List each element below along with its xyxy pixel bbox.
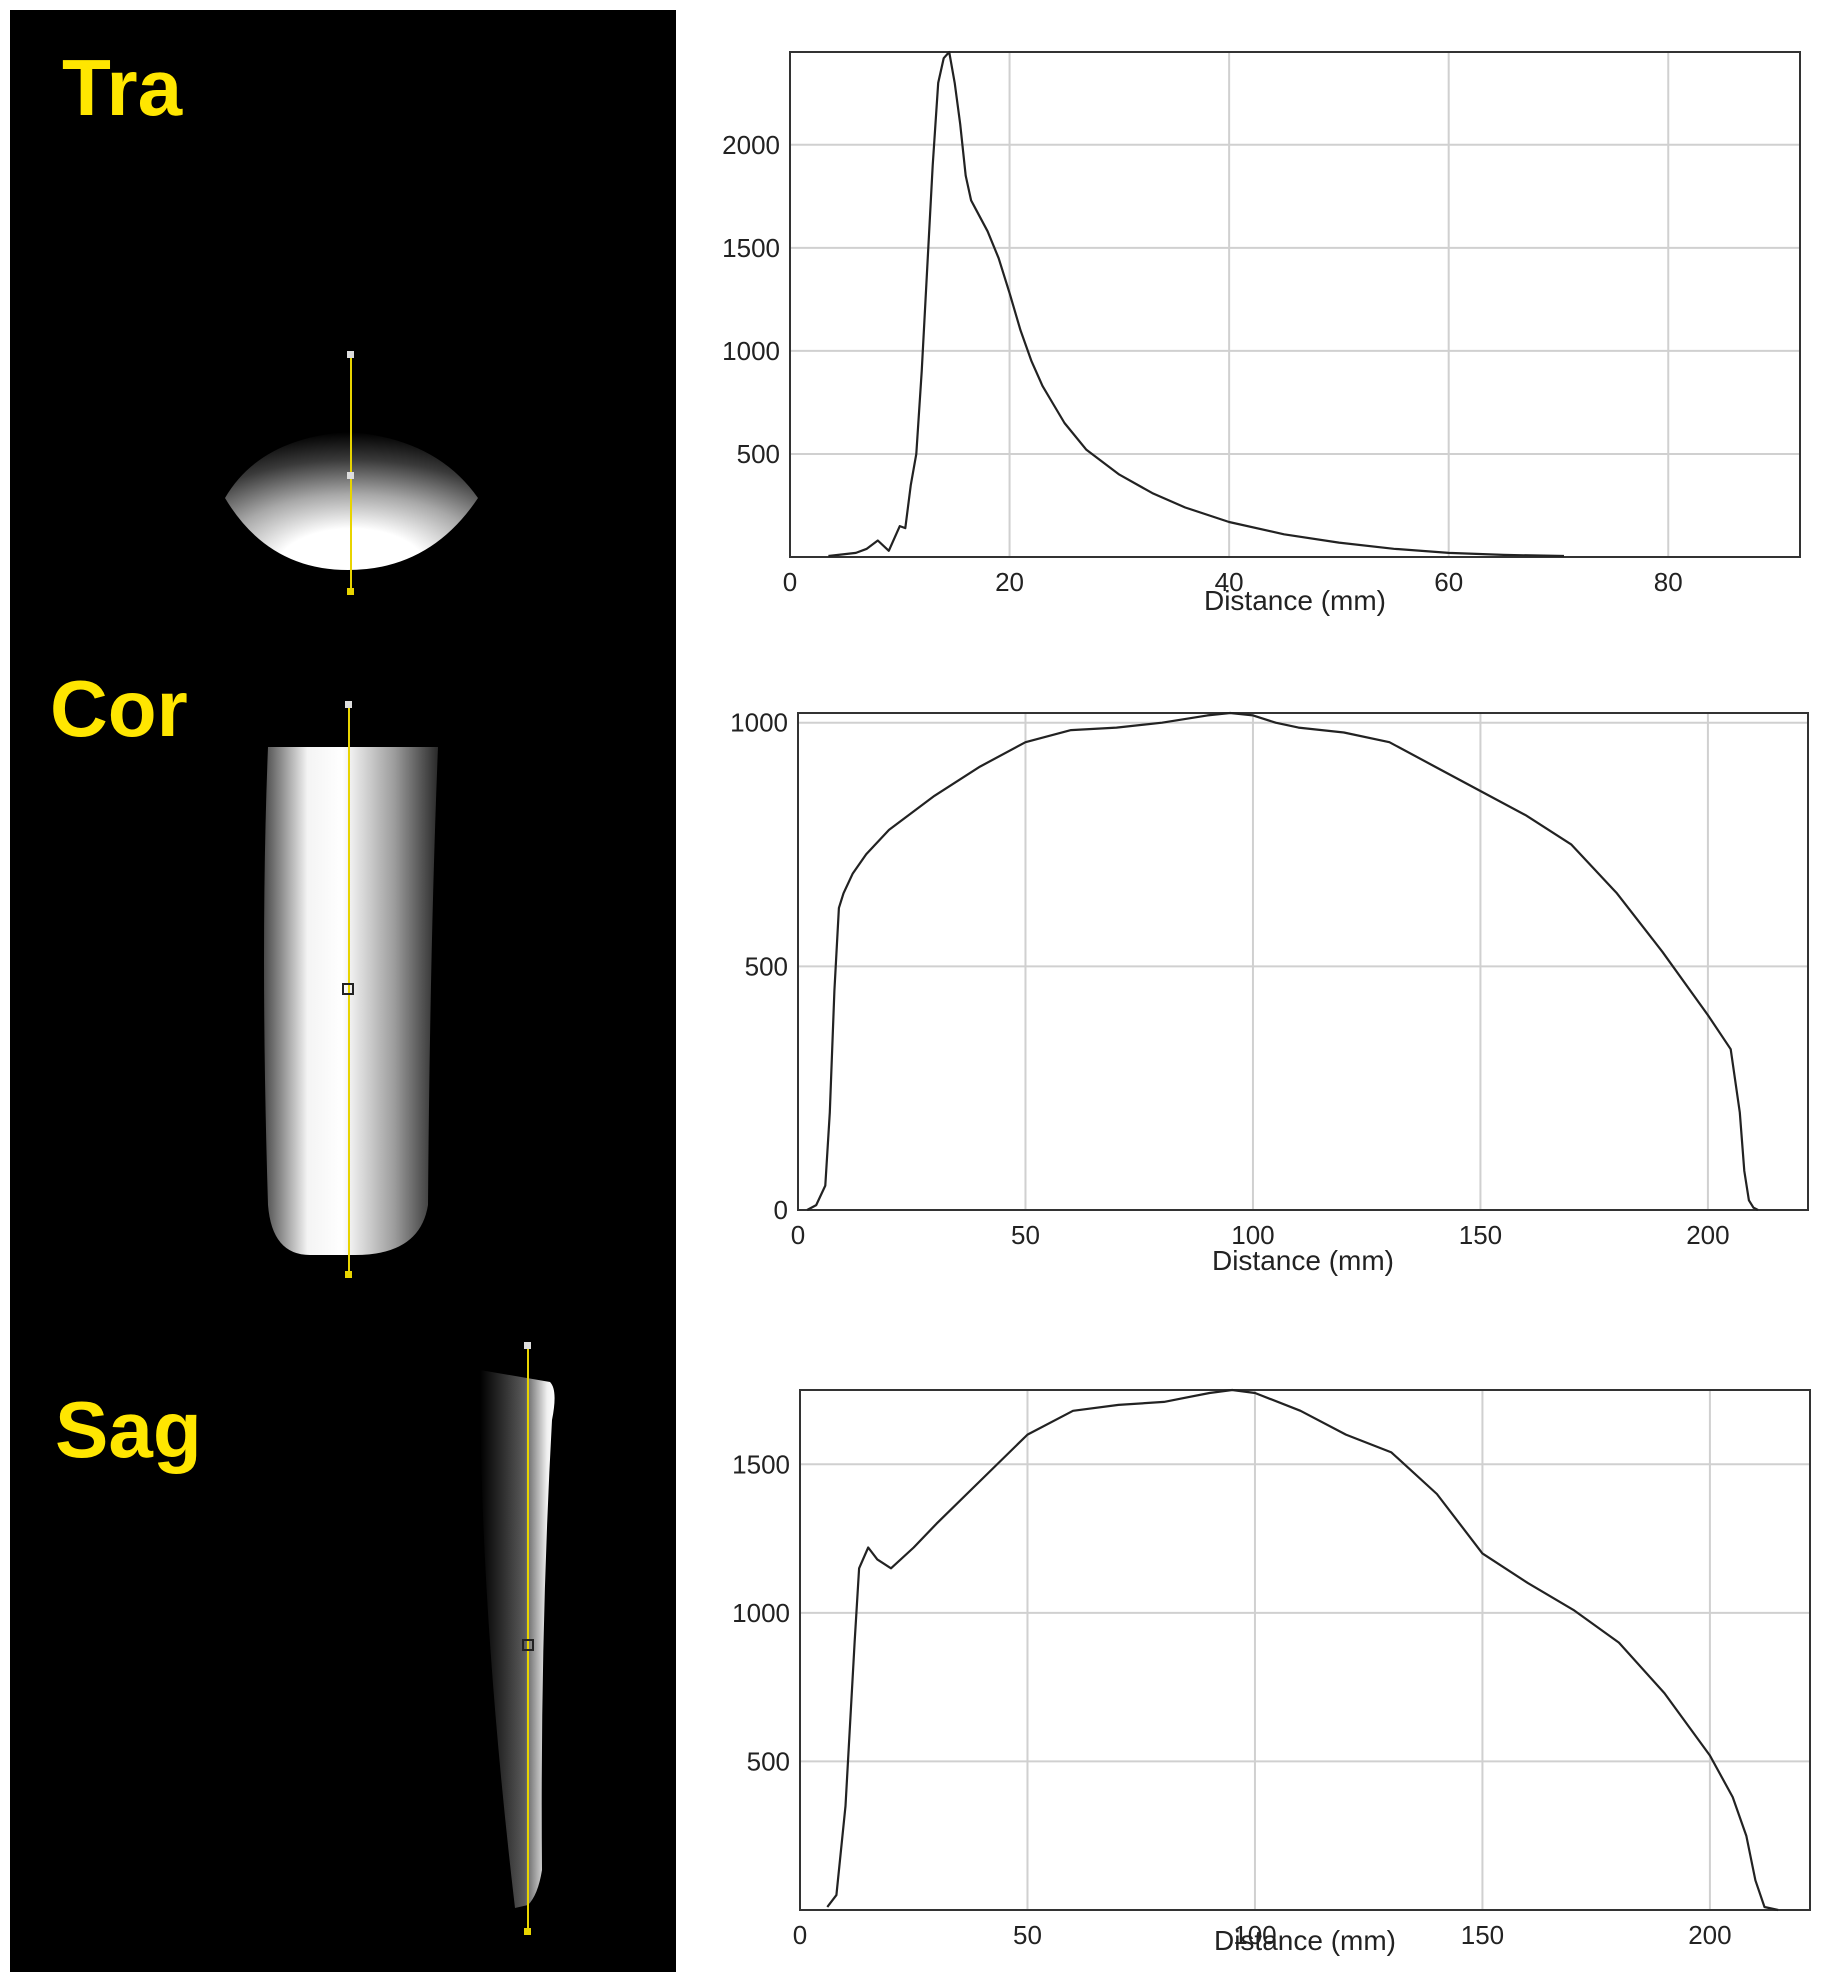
image-panel-tra: Tra — [10, 10, 676, 645]
y-tick-label: 500 — [747, 1746, 790, 1776]
y-tick-label: 500 — [737, 439, 780, 469]
sag-label: Sag — [55, 1385, 202, 1474]
x-tick-label: 50 — [1011, 1220, 1040, 1250]
y-tick-label: 2000 — [722, 130, 780, 160]
x-tick-label: 100 — [1233, 1920, 1276, 1950]
x-tick-label: 40 — [1215, 567, 1244, 597]
series-line — [826, 1388, 1779, 1912]
sag-line-mid-handle[interactable] — [522, 1639, 534, 1651]
x-tick-label: 0 — [783, 567, 797, 597]
y-tick-label: 1000 — [722, 336, 780, 366]
x-tick-label: 200 — [1686, 1220, 1729, 1250]
tra-image — [225, 351, 478, 595]
sag-slice — [480, 1370, 555, 1908]
x-axis-label: Distance (mm) — [1212, 1245, 1394, 1276]
tra-profile-chart: 0 20 40 60 80 500 1000 1500 2000 Distance (mm) — [722, 50, 1801, 616]
x-tick-label: 100 — [1231, 1220, 1274, 1250]
x-tick-label: 0 — [793, 1920, 807, 1950]
x-tick-label: 60 — [1434, 567, 1463, 597]
tra-line-start-handle[interactable] — [347, 351, 354, 358]
x-tick-label: 80 — [1654, 567, 1683, 597]
plot-frame — [789, 51, 1801, 558]
y-tick-label: 0 — [774, 1195, 788, 1225]
x-tick-label: 150 — [1459, 1220, 1502, 1250]
x-tick-label: 20 — [995, 567, 1024, 597]
plot-frame — [797, 712, 1809, 1211]
cor-label: Cor — [50, 664, 188, 753]
x-tick-label: 200 — [1688, 1920, 1731, 1950]
x-tick-label: 0 — [791, 1220, 805, 1250]
series-line — [828, 50, 1565, 558]
y-tick-label: 500 — [745, 951, 788, 981]
tra-line-end-handle[interactable] — [347, 588, 354, 595]
cor-image — [264, 701, 438, 1278]
sag-image — [480, 1342, 555, 1935]
x-tick-label: 50 — [1013, 1920, 1042, 1950]
image-panel-cor: Cor — [10, 645, 676, 1310]
y-tick-label: 1000 — [730, 708, 788, 738]
cor-line-mid-handle[interactable] — [342, 983, 354, 995]
cor-profile-chart: 0 50 100 150 200 0 500 1000 Distance (mm) — [730, 708, 1809, 1276]
cor-line-end-handle[interactable] — [345, 1271, 352, 1278]
tra-line-mid-handle[interactable] — [347, 472, 354, 479]
cor-line-start-handle[interactable] — [345, 701, 352, 708]
y-tick-label: 1000 — [732, 1598, 790, 1628]
sag-line-start-handle[interactable] — [524, 1342, 531, 1349]
tra-label: Tra — [62, 43, 183, 132]
x-axis-label: Distance (mm) — [1214, 1925, 1396, 1956]
image-panel-sag: Sag — [10, 1310, 676, 1972]
sag-line-end-handle[interactable] — [524, 1928, 531, 1935]
y-tick-label: 1500 — [732, 1449, 790, 1479]
cor-slice — [264, 747, 438, 1255]
sag-profile-chart: 0 50 100 150 200 500 1000 1500 Distance (mm) — [732, 1388, 1811, 1956]
y-tick-label: 1500 — [722, 233, 780, 263]
series-line — [806, 711, 1759, 1211]
x-tick-label: 150 — [1461, 1920, 1504, 1950]
plot-frame — [799, 1389, 1811, 1911]
x-axis-label: Distance (mm) — [1204, 585, 1386, 616]
